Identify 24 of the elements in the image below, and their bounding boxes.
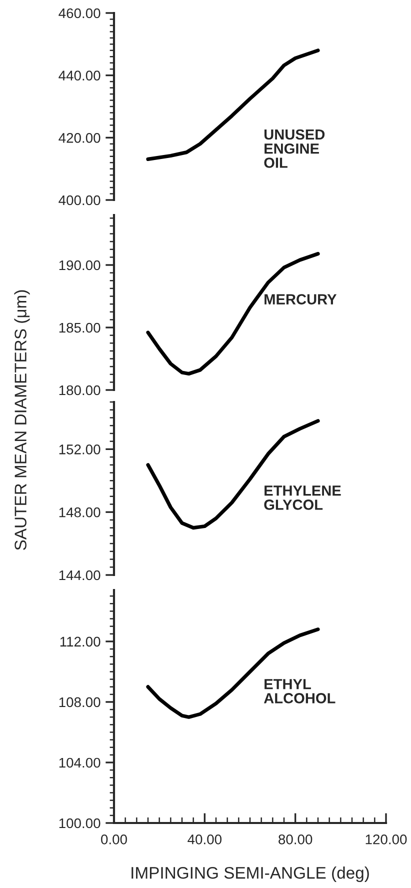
text: UNUSED ENGINE OIL [264, 129, 325, 168]
y-tick-label: 112.00 [60, 636, 100, 647]
y-tick-label: 190.00 [59, 260, 100, 270]
y-tick-label: 440.00 [58, 70, 100, 81]
y-tick-label: 400.00 [58, 195, 100, 206]
y-tick-label: 185.00 [59, 322, 100, 333]
series-label: MERCURY [264, 294, 337, 304]
y-tick-label: 148.00 [59, 507, 100, 518]
series-label: ETHYLENE GLYCOL [264, 486, 341, 510]
y-axis-title: SAUTER MEAN DIAMETERS (μm) [14, 290, 30, 550]
y-tick-label: 180.00 [59, 385, 100, 396]
x-tick-label: 0.00 [101, 834, 127, 844]
y-tick-label: 144.00 [59, 570, 100, 580]
y-tick-label: 104.00 [59, 758, 100, 768]
y-tick-label: 152.00 [59, 444, 100, 454]
x-axis-title: IMPINGING SEMI-ANGLE (deg) [132, 866, 369, 882]
x-tick-label: 80.00 [278, 834, 312, 844]
series-label: ETHYL ALCOHOL [264, 679, 336, 704]
y-tick-label: 108.00 [59, 697, 100, 708]
y-tick-label: 460.00 [58, 8, 100, 18]
x-tick-label: 40.00 [188, 834, 222, 844]
x-tick-label: 120.00 [366, 834, 407, 844]
y-tick-label: 420.00 [58, 133, 100, 143]
y-tick-label: 100.00 [59, 818, 100, 828]
